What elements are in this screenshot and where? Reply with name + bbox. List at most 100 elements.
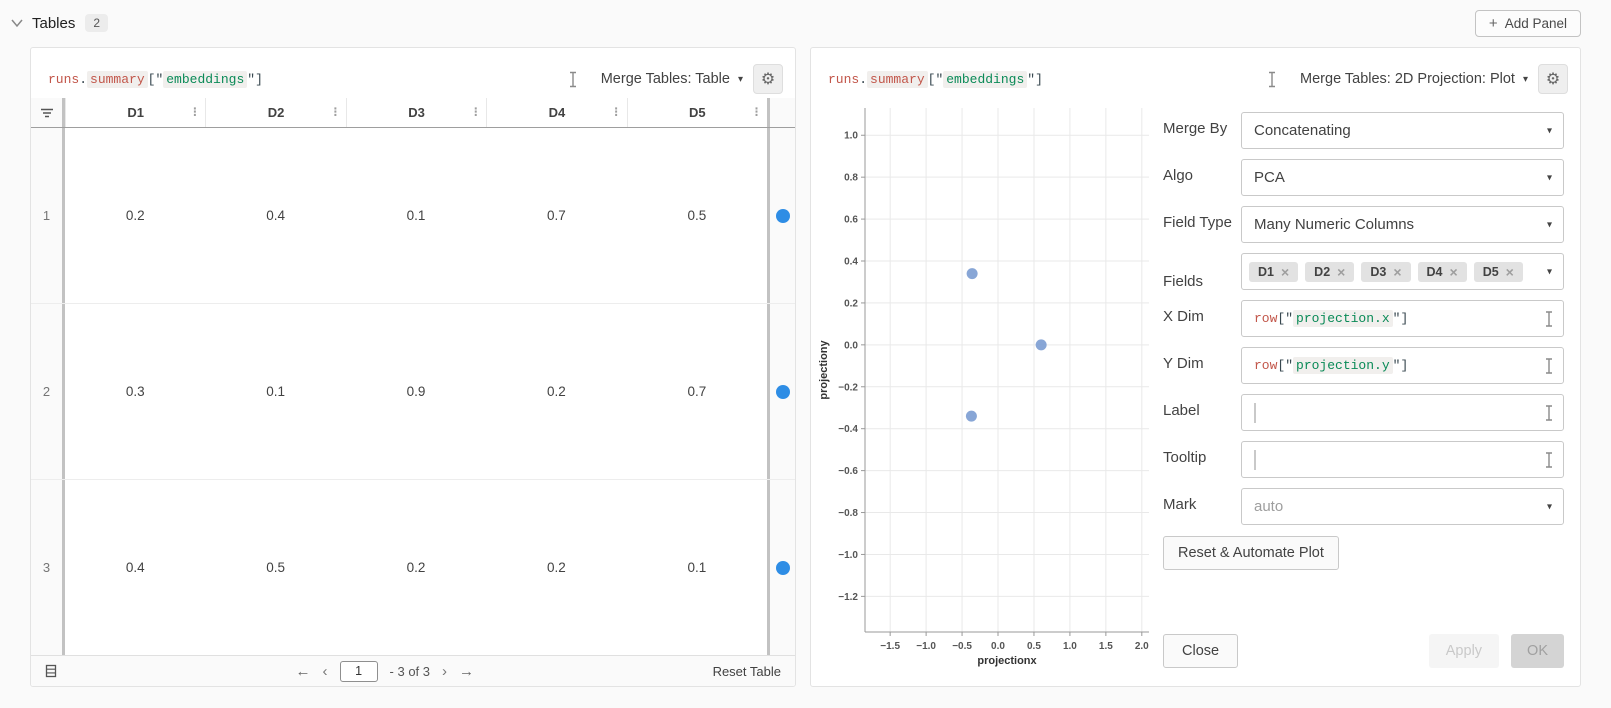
chevron-down-icon[interactable] xyxy=(10,18,24,28)
svg-text:0.5: 0.5 xyxy=(1027,641,1041,652)
merge-by-label: Merge By xyxy=(1163,120,1228,137)
y-dim-input[interactable]: row[" projection.y "] xyxy=(1241,347,1564,384)
table-cell: 0.5 xyxy=(266,560,285,575)
merge-by-select[interactable]: Concatenating ▾ xyxy=(1241,112,1564,149)
column-menu-icon[interactable]: ⋮ xyxy=(470,106,482,118)
table-cell: 0.1 xyxy=(687,560,707,575)
first-page-arrow-icon[interactable]: ← xyxy=(295,662,311,680)
field-tag[interactable]: D4 × xyxy=(1417,261,1467,282)
remove-tag-icon[interactable]: × xyxy=(1449,263,1458,280)
prev-page-icon[interactable]: ‹ xyxy=(322,662,328,680)
table-row: 1 0.2 0.4 0.1 0.7 0.5 xyxy=(31,128,795,304)
caret-down-icon: ▾ xyxy=(737,73,743,85)
column-header-d5[interactable]: D5 ⋮ xyxy=(626,98,767,127)
remove-tag-icon[interactable]: × xyxy=(1280,263,1290,280)
label-input[interactable] xyxy=(1241,394,1564,431)
x-dim-input[interactable]: row[" projection.x "] xyxy=(1241,300,1564,337)
text-cursor-icon xyxy=(1546,451,1552,468)
mark-select[interactable]: auto ▾ xyxy=(1241,488,1564,525)
row-marker-dot xyxy=(775,384,790,399)
row-marker-dot xyxy=(775,208,790,223)
pagination: ← ‹ 1 - 3 of 3 › → xyxy=(295,660,475,682)
tooltip-input[interactable] xyxy=(1241,441,1564,478)
table-cell: 0.5 xyxy=(687,208,707,223)
field-tag[interactable]: D5 × xyxy=(1473,261,1523,282)
next-page-icon[interactable]: › xyxy=(442,662,448,680)
svg-text:projectiony: projectiony xyxy=(818,339,830,399)
table-view-icon[interactable] xyxy=(45,664,57,678)
table-expression-input[interactable]: runs. summary [" embeddings "] xyxy=(48,70,263,88)
section-header: Tables 2 + Add Panel xyxy=(0,0,1611,46)
panel-settings-button[interactable]: ⚙ xyxy=(753,64,783,94)
ok-button[interactable]: OK xyxy=(1511,634,1564,668)
svg-text:−0.5: −0.5 xyxy=(952,641,972,652)
text-caret xyxy=(1254,449,1256,470)
reset-automate-plot-button[interactable]: Reset & Automate Plot xyxy=(1163,536,1339,570)
remove-tag-icon[interactable]: × xyxy=(1505,263,1514,280)
label-label: Label xyxy=(1163,402,1200,419)
page-range-label: - 3 of 3 xyxy=(389,663,431,679)
panel-type-dropdown[interactable]: Merge Tables: Table ▾ xyxy=(601,71,743,87)
text-cursor-icon xyxy=(1269,71,1276,87)
svg-text:−1.0: −1.0 xyxy=(838,550,858,561)
field-type-label: Field Type xyxy=(1163,214,1232,231)
caret-down-icon: ▾ xyxy=(1546,501,1552,512)
svg-text:−0.6: −0.6 xyxy=(838,466,858,477)
svg-text:−1.5: −1.5 xyxy=(880,641,900,652)
svg-text:0.0: 0.0 xyxy=(844,340,858,351)
table-cell: 0.3 xyxy=(125,384,145,399)
svg-text:projectionx: projectionx xyxy=(977,655,1037,667)
apply-button[interactable]: Apply xyxy=(1428,634,1500,668)
field-tag[interactable]: D2 × xyxy=(1305,261,1355,282)
last-page-arrow-icon[interactable]: → xyxy=(459,662,475,680)
row-number: 3 xyxy=(31,480,65,655)
panel-type-dropdown[interactable]: Merge Tables: 2D Projection: Plot ▾ xyxy=(1300,71,1528,87)
svg-text:0.0: 0.0 xyxy=(991,641,1005,652)
field-tag[interactable]: D1 × xyxy=(1249,261,1299,282)
column-menu-icon[interactable]: ⋮ xyxy=(610,106,622,118)
remove-tag-icon[interactable]: × xyxy=(1337,263,1346,280)
fields-multiselect[interactable]: D1 × D2 × D3 × D4 × D5 × ▾ xyxy=(1241,253,1564,290)
table-expression-input[interactable]: runs. summary [" embeddings "] xyxy=(828,70,1043,88)
table-row: 3 0.4 0.5 0.2 0.2 0.1 xyxy=(31,480,795,655)
table-cell: 0.1 xyxy=(266,384,285,399)
table-cell: 0.2 xyxy=(547,384,566,399)
text-cursor-icon xyxy=(569,71,576,87)
svg-text:1.0: 1.0 xyxy=(844,131,858,142)
add-panel-button[interactable]: + Add Panel xyxy=(1474,9,1581,37)
plot-area: −1.5 −1.0 −0.5 0.0 0.5 1.0 1.5 2.0 1.0 0.8 0.6 0.4 0… xyxy=(811,98,1157,686)
column-header-d2[interactable]: D2 ⋮ xyxy=(205,98,345,127)
panel-settings-button[interactable]: ⚙ xyxy=(1538,64,1568,94)
field-type-select[interactable]: Many Numeric Columns ▾ xyxy=(1241,206,1564,243)
row-number: 1 xyxy=(31,128,65,303)
column-menu-icon[interactable]: ⋮ xyxy=(189,106,201,118)
column-header-d4[interactable]: D4 ⋮ xyxy=(486,98,626,127)
column-header-d1[interactable]: D1 ⋮ xyxy=(65,98,205,127)
caret-down-icon: ▾ xyxy=(1546,266,1552,278)
caret-down-icon: ▾ xyxy=(1522,73,1528,85)
add-panel-label: Add Panel xyxy=(1504,15,1567,31)
svg-text:−0.4: −0.4 xyxy=(838,424,858,435)
data-table: D1 ⋮ D2 ⋮ D3 ⋮ D4 ⋮ D5 ⋮ xyxy=(31,98,795,686)
remove-tag-icon[interactable]: × xyxy=(1393,263,1402,280)
table-cell: 0.4 xyxy=(266,208,285,223)
svg-text:0.6: 0.6 xyxy=(844,215,858,226)
table-footer: ← ‹ 1 - 3 of 3 › → Reset Table xyxy=(31,655,795,686)
section-title: Tables xyxy=(32,14,76,32)
row-marker-dot xyxy=(775,560,790,575)
algo-select[interactable]: PCA ▾ xyxy=(1241,159,1564,196)
filter-button[interactable] xyxy=(31,98,65,127)
text-cursor-icon xyxy=(1546,357,1552,374)
reset-table-button[interactable]: Reset Table xyxy=(712,663,781,679)
filter-icon xyxy=(40,108,53,117)
column-menu-icon[interactable]: ⋮ xyxy=(751,106,763,118)
x-dim-label: X Dim xyxy=(1163,308,1204,325)
table-cell: 0.9 xyxy=(406,384,426,399)
row-number: 2 xyxy=(31,304,65,479)
page-number-input[interactable]: 1 xyxy=(339,660,378,682)
close-button[interactable]: Close xyxy=(1163,634,1239,668)
column-menu-icon[interactable]: ⋮ xyxy=(329,106,341,118)
panel-count-badge: 2 xyxy=(85,14,109,32)
field-tag[interactable]: D3 × xyxy=(1361,261,1411,282)
column-header-d3[interactable]: D3 ⋮ xyxy=(345,98,486,127)
